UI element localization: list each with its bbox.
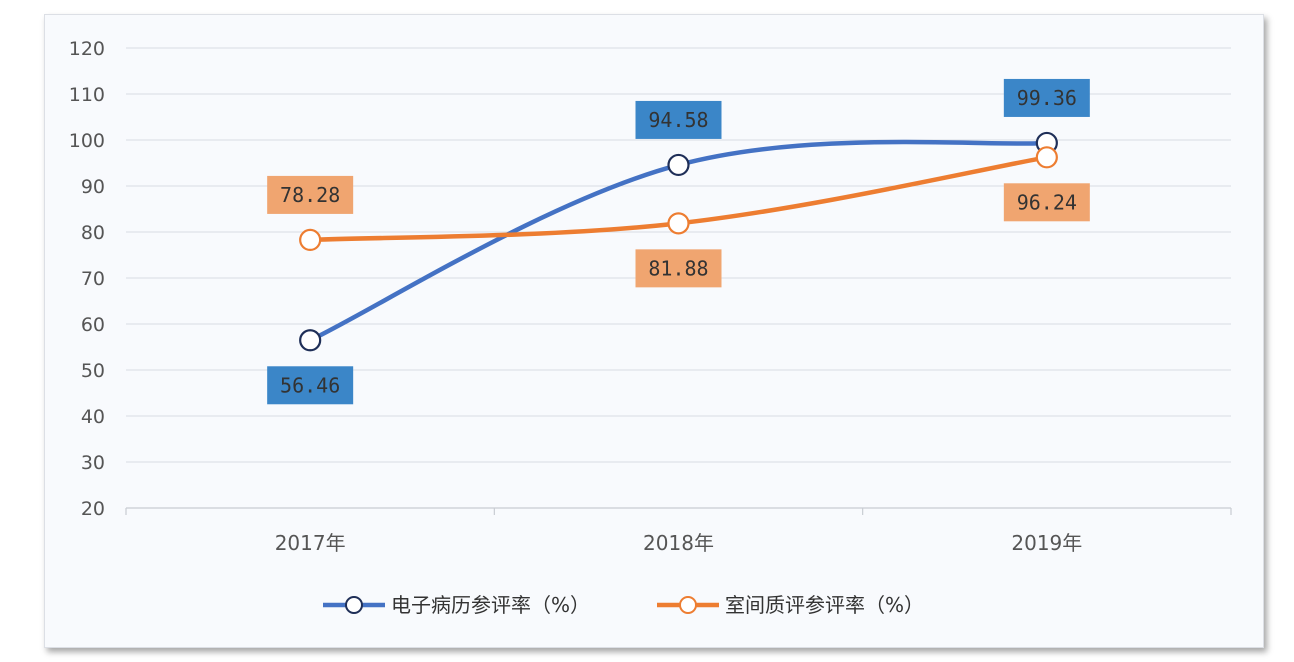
y-tick-label: 60 bbox=[81, 314, 105, 336]
data-label: 81.88 bbox=[635, 249, 722, 288]
legend-label: 室间质评参评率（%） bbox=[725, 593, 924, 617]
legend-label: 电子病历参评率（%） bbox=[391, 593, 590, 617]
y-tick-label: 90 bbox=[81, 176, 105, 198]
series-lines bbox=[299, 131, 1058, 352]
legend-item-2: 室间质评参评率（%） bbox=[657, 593, 924, 617]
y-tick-label: 100 bbox=[69, 130, 105, 152]
data-label-text: 94.58 bbox=[648, 108, 708, 132]
data-label-text: 99.36 bbox=[1017, 86, 1077, 110]
y-tick-label: 80 bbox=[81, 222, 105, 244]
data-label-text: 56.46 bbox=[280, 373, 340, 397]
legend: 电子病历参评率（%） 室间质评参评率（%） bbox=[323, 593, 924, 617]
data-label: 78.28 bbox=[267, 175, 354, 214]
data-label: 99.36 bbox=[1003, 78, 1090, 117]
data-label-box bbox=[1003, 78, 1090, 117]
data-label: 94.58 bbox=[635, 100, 722, 139]
y-tick-label: 70 bbox=[81, 268, 105, 290]
line-chart: 120 110 100 90 80 70 60 50 40 30 20 2017年 2018年 2019年… bbox=[69, 38, 1232, 617]
data-labels: 56.46 94.58 99.36 78.28 81.88 96.24 bbox=[267, 78, 1090, 405]
legend-marker bbox=[345, 596, 363, 614]
data-label: 96.24 bbox=[1003, 183, 1090, 222]
x-category-label: 2017年 bbox=[275, 531, 346, 555]
y-tick-label: 40 bbox=[81, 406, 105, 428]
data-point-marker bbox=[299, 228, 322, 252]
x-category-label: 2018年 bbox=[643, 531, 714, 555]
data-label-text: 78.28 bbox=[280, 183, 340, 207]
data-label-box bbox=[635, 100, 722, 139]
y-tick-label: 50 bbox=[81, 360, 105, 382]
legend-item-1: 电子病历参评率（%） bbox=[323, 593, 590, 617]
data-label-box bbox=[267, 175, 354, 214]
data-label: 56.46 bbox=[267, 366, 354, 405]
data-label-text: 96.24 bbox=[1017, 190, 1077, 214]
data-label-box bbox=[267, 366, 354, 405]
chart-card: 120 110 100 90 80 70 60 50 40 30 20 2017年 2018年 2019年… bbox=[44, 14, 1264, 648]
data-point-marker bbox=[299, 329, 322, 352]
y-tick-label: 110 bbox=[69, 84, 105, 106]
y-tick-label: 30 bbox=[81, 452, 105, 474]
data-label-box bbox=[635, 249, 722, 288]
x-category-label: 2019年 bbox=[1011, 531, 1082, 555]
data-label-text: 81.88 bbox=[648, 256, 708, 280]
y-tick-label: 120 bbox=[69, 38, 105, 60]
data-point-marker bbox=[667, 212, 690, 235]
axes: 120 110 100 90 80 70 60 50 40 30 20 2017年 2018年 2019年 bbox=[69, 38, 1232, 555]
data-label-box bbox=[1003, 183, 1090, 222]
y-tick-label: 20 bbox=[81, 498, 105, 520]
data-point-marker bbox=[667, 153, 690, 177]
legend-marker bbox=[679, 596, 697, 614]
data-point-marker bbox=[1035, 146, 1058, 169]
